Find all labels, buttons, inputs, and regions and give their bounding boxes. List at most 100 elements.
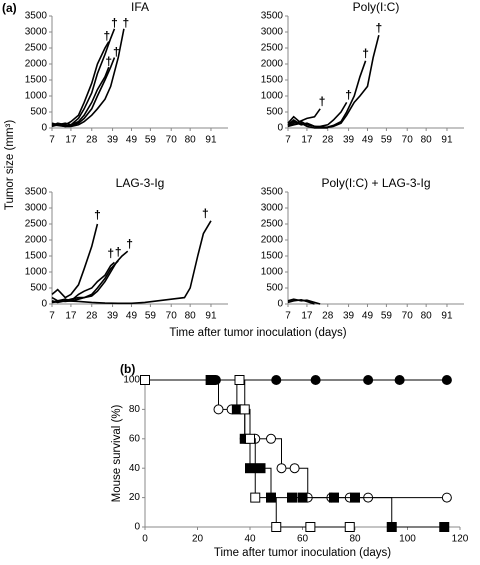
y-tick-label: 1000	[25, 267, 48, 278]
y-tick-label: 40	[129, 463, 141, 474]
chart-title: LAG-3-Ig	[116, 176, 165, 190]
survival-marker	[441, 375, 452, 385]
x-tick-label: 49	[362, 311, 374, 322]
x-tick-label: 80	[421, 311, 433, 322]
x-tick-label: 80	[185, 135, 197, 146]
survival-marker	[350, 492, 360, 503]
chart-title: IFA	[131, 0, 149, 14]
survival-marker	[329, 492, 339, 503]
x-tick-label: 7	[49, 135, 55, 146]
y-tick-label: 2500	[25, 43, 48, 54]
survival-marker	[439, 522, 450, 532]
y-tick-label: 20	[129, 492, 141, 503]
tumor-line	[287, 60, 367, 129]
y-tick-label: 500	[266, 107, 283, 118]
step-line	[255, 497, 277, 527]
survival-marker	[266, 433, 276, 444]
x-tick-label: 17	[65, 135, 77, 146]
y-tick-label: 2500	[261, 43, 284, 54]
tumor-line	[287, 122, 328, 129]
survival-marker	[363, 375, 374, 385]
survival-marker	[234, 375, 245, 385]
survival-marker	[394, 375, 405, 385]
annotation: †	[113, 45, 120, 59]
x-tick-label: 7	[285, 135, 291, 146]
x-tick-label: 70	[166, 135, 178, 146]
y-tick-label: 3500	[25, 187, 48, 198]
tumor-line	[287, 108, 321, 124]
x-tick-label: 91	[441, 311, 453, 322]
x-tick-label: 28	[86, 135, 98, 146]
survival-marker	[239, 404, 250, 415]
y-tick-label: 100	[123, 375, 140, 386]
y-tick-label: 500	[30, 107, 47, 118]
tumor-line	[51, 220, 212, 305]
annotation: †	[126, 237, 133, 251]
x-tick-label: 91	[441, 135, 453, 146]
x-tick-label: 17	[301, 311, 313, 322]
x-tick-label: 70	[402, 135, 414, 146]
survival-marker	[271, 375, 282, 385]
survival-marker	[297, 492, 308, 503]
x-tick-label: 49	[362, 135, 374, 146]
y-tick-label: 3500	[261, 187, 284, 198]
x-tick-label: 100	[399, 534, 416, 545]
x-tick-label: 39	[343, 135, 355, 146]
annotation: †	[375, 21, 382, 35]
x-tick-label: 39	[107, 311, 119, 322]
annotation: †	[107, 247, 114, 261]
survival-marker	[140, 375, 150, 385]
y-tick-label: 500	[30, 283, 47, 294]
x-tick-label: 60	[297, 534, 309, 545]
tumor-line	[51, 28, 125, 128]
x-tick-label: 28	[322, 311, 334, 322]
annotation: †	[94, 208, 101, 222]
x-tick-label: 59	[381, 135, 393, 146]
x-tick-label: 49	[126, 135, 138, 146]
x-tick-label: 120	[452, 534, 469, 545]
survival-marker	[344, 522, 355, 532]
y-tick-label: 0	[277, 123, 283, 134]
y-tick-label: 3500	[261, 11, 284, 22]
y-axis-label: Tumor size (mm³)	[4, 120, 16, 210]
panel-label: (a)	[2, 1, 17, 15]
y-tick-label: 2000	[25, 235, 48, 246]
y-tick-label: 3000	[261, 203, 284, 214]
x-tick-label: 17	[65, 311, 77, 322]
x-tick-label: 39	[343, 311, 355, 322]
survival-marker	[271, 522, 282, 532]
x-tick-label: 49	[126, 311, 138, 322]
x-tick-label: 70	[166, 311, 178, 322]
x-axis-label: Time after tumor inoculation (days)	[169, 327, 346, 339]
y-tick-label: 2000	[261, 59, 284, 70]
y-tick-label: 2000	[261, 235, 284, 246]
y-tick-label: 1500	[25, 251, 48, 262]
survival-marker	[245, 463, 255, 474]
y-tick-label: 0	[41, 299, 47, 310]
x-tick-label: 0	[142, 534, 148, 545]
y-tick-label: 2000	[25, 59, 48, 70]
annotation: †	[202, 207, 209, 221]
survival-marker	[213, 404, 224, 415]
survival-marker	[386, 522, 397, 532]
annotation: †	[122, 16, 129, 30]
y-tick-label: 3000	[25, 27, 48, 38]
survival-marker	[287, 492, 297, 503]
survival-marker	[305, 522, 316, 532]
x-tick-label: 59	[145, 311, 157, 322]
survival-marker	[255, 463, 266, 474]
tumor-line	[51, 261, 115, 302]
x-axis-label: Time after tumor inoculation (days)	[214, 547, 391, 559]
y-tick-label: 2500	[261, 219, 284, 230]
x-tick-label: 7	[285, 311, 291, 322]
y-tick-label: 3500	[25, 11, 48, 22]
y-tick-label: 3000	[261, 27, 284, 38]
y-tick-label: 0	[277, 299, 283, 310]
survival-marker	[289, 463, 300, 474]
survival-marker	[250, 492, 261, 503]
step-line	[355, 497, 393, 527]
annotation: †	[104, 29, 111, 43]
x-tick-label: 40	[244, 534, 256, 545]
x-tick-label: 17	[301, 135, 313, 146]
